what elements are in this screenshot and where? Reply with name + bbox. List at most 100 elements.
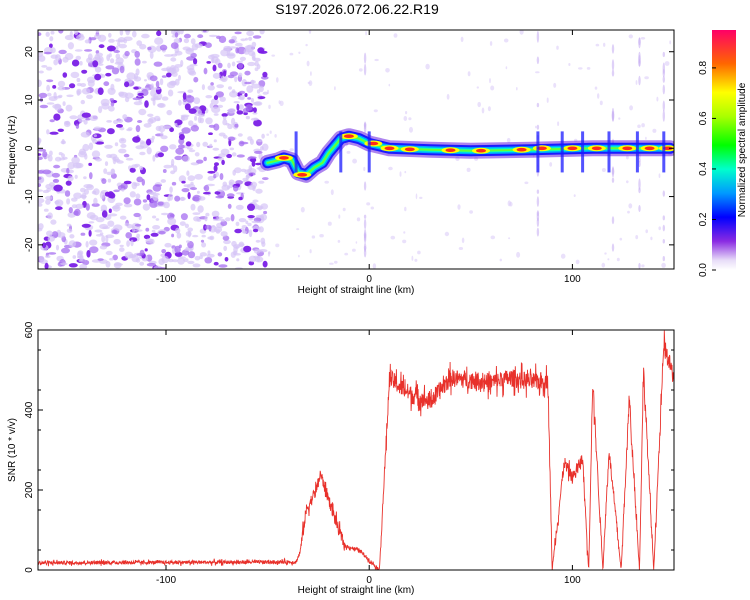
noise-blob (197, 113, 206, 118)
noise-blob (46, 102, 55, 105)
noise-streak (363, 218, 367, 230)
noise-blob (248, 255, 257, 263)
noise-streak (611, 243, 615, 252)
noise-blob (38, 189, 43, 192)
noise-blob (231, 240, 237, 247)
noise-blob (334, 86, 336, 91)
noise-blob (45, 195, 53, 201)
noise-blob (42, 151, 48, 158)
noise-blob (403, 116, 408, 121)
noise-blob (175, 227, 181, 234)
noise-blob (139, 165, 144, 171)
noise-blob (193, 216, 201, 222)
noise-streak (536, 30, 540, 43)
noise-blob (46, 129, 50, 135)
snr-background (38, 330, 674, 570)
noise-blob (252, 228, 259, 233)
noise-blob (181, 180, 186, 184)
noise-blob (212, 147, 220, 151)
noise-blob (230, 214, 235, 222)
noise-blob (560, 253, 566, 259)
spectrogram-x-ticks: -100 0 100 (156, 30, 581, 285)
noise-blob (626, 155, 629, 160)
noise-blob (262, 260, 268, 268)
noise-blob (108, 105, 115, 112)
noise-streak (536, 189, 540, 194)
noise-blob (220, 231, 228, 237)
noise-blob (168, 258, 174, 263)
noise-blob (324, 180, 330, 184)
noise-blob (152, 98, 156, 106)
noise-blob (205, 42, 212, 48)
noise-blob (69, 83, 76, 89)
noise-blob (311, 235, 316, 239)
noise-blob (196, 190, 200, 194)
noise-blob (89, 239, 98, 246)
noise-blob (163, 201, 170, 209)
noise-blob (101, 178, 107, 185)
noise-blob (388, 166, 393, 171)
noise-blob (131, 164, 139, 169)
noise-blob (334, 260, 338, 264)
noise-blob (52, 178, 60, 183)
noise-blob (160, 145, 169, 152)
noise-blob (253, 150, 263, 154)
noise-blob (415, 193, 418, 200)
noise-blob (203, 156, 207, 162)
noise-blob (79, 61, 83, 66)
noise-blob (231, 89, 236, 94)
noise-blob (136, 176, 143, 183)
noise-blob (55, 206, 63, 211)
noise-blob (236, 60, 244, 63)
noise-blob (228, 181, 234, 189)
noise-blob (48, 96, 58, 102)
noise-blob (253, 119, 262, 127)
noise-blob (187, 251, 196, 259)
noise-blob (76, 77, 81, 83)
noise-blob (219, 78, 227, 81)
noise-streak (638, 262, 641, 269)
noise-blob (250, 117, 259, 121)
noise-blob (222, 119, 228, 126)
noise-blob (244, 93, 248, 97)
noise-blob (233, 101, 240, 104)
noise-blob (67, 175, 74, 182)
signal-hotspot-core (343, 134, 354, 138)
colorbar-tick-label: 0.6 (698, 111, 709, 125)
noise-blob (133, 229, 143, 232)
noise-blob (45, 199, 51, 205)
noise-blob (516, 251, 521, 258)
noise-blob (469, 210, 473, 214)
noise-blob (130, 239, 134, 247)
noise-blob (69, 115, 78, 120)
noise-blob (46, 187, 52, 192)
noise-blob (219, 173, 224, 180)
noise-blob (174, 245, 181, 254)
noise-blob (236, 258, 240, 262)
noise-blob (216, 84, 224, 89)
noise-blob (481, 107, 485, 114)
noise-streak (611, 44, 615, 54)
noise-blob (53, 59, 59, 66)
noise-blob (251, 160, 256, 167)
noise-blob (72, 162, 82, 169)
noise-blob (102, 226, 110, 230)
noise-blob (185, 48, 194, 55)
noise-blob (190, 181, 194, 186)
colorbar-tick-label: 0.4 (698, 162, 709, 176)
noise-blob (95, 157, 102, 162)
noise-blob (155, 184, 163, 187)
noise-blob (142, 199, 148, 203)
noise-blob (246, 44, 255, 53)
noise-blob (187, 175, 196, 182)
noise-blob (446, 93, 450, 100)
noise-blob (118, 43, 127, 49)
noise-blob (133, 182, 140, 187)
noise-blob (546, 97, 549, 103)
noise-blob (399, 171, 402, 177)
noise-blob (50, 30, 55, 35)
noise-blob (117, 119, 124, 123)
noise-blob (185, 231, 192, 237)
noise-blob (66, 198, 71, 205)
noise-blob (170, 57, 177, 62)
